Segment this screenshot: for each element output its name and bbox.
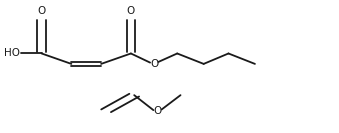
Text: O: O	[38, 6, 46, 16]
Text: HO: HO	[4, 48, 20, 59]
Text: O: O	[127, 6, 135, 16]
Text: O: O	[153, 106, 161, 116]
Text: O: O	[150, 59, 158, 69]
